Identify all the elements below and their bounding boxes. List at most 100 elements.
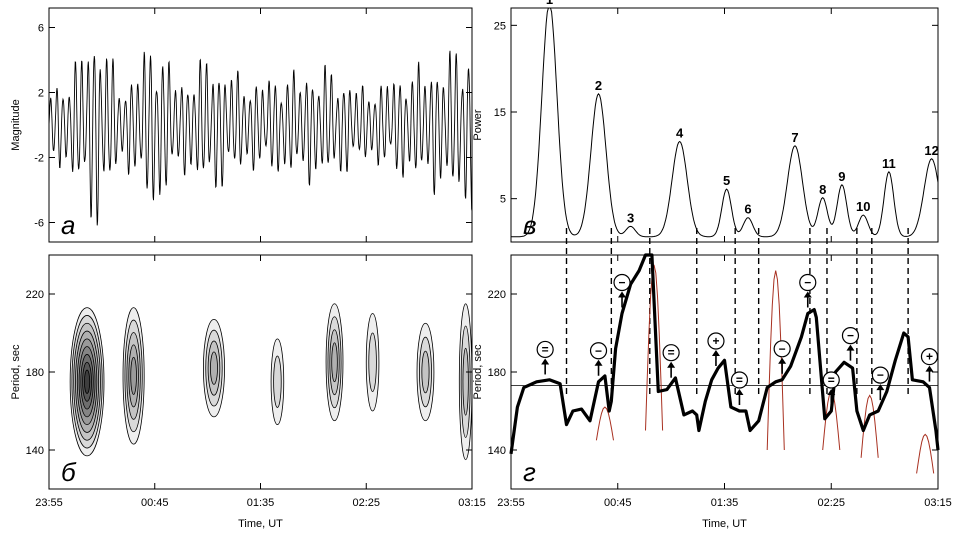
panel-v-power-spectrum-chart: 25155Power123456789101112в [472, 0, 939, 395]
marker-circle [662, 344, 680, 362]
marker-arrow-head [618, 291, 627, 298]
marker-arrow-head [925, 365, 934, 372]
marker-arrow-head [803, 291, 812, 298]
marker-symbol: − [595, 344, 602, 358]
y-tick-label: 180 [488, 367, 506, 379]
x-tick-label: 03:15 [458, 497, 486, 509]
peak-label: 10 [856, 199, 870, 214]
y-tick-label: 15 [494, 107, 506, 119]
secondary-trace-line [916, 433, 935, 474]
marker-symbol: + [712, 334, 719, 348]
panel-b-period-contour-chart: 220 180 140 23:55 00:45 01:35 02:25 03:15 Period… [10, 254, 486, 530]
panel-g-period-track-chart: 220 180 140 23:55 00:45 01:35 02:25 03:15 Period… [472, 253, 952, 530]
marker-symbol: − [619, 276, 626, 290]
marker-circle [613, 273, 631, 292]
marker-symbol: = [542, 342, 549, 356]
marker-arrow-head [735, 389, 744, 395]
peak-label: 7 [791, 130, 798, 145]
y-tick-label: 180 [26, 367, 44, 379]
contour-level [273, 355, 282, 408]
peak-label: 11 [882, 156, 896, 171]
marker-arrow-head [846, 344, 855, 351]
peak-label: 9 [838, 169, 845, 184]
y-tick-label: 5 [500, 194, 506, 206]
secondary-trace-line [645, 264, 664, 431]
y-tick-label: -6 [34, 218, 44, 230]
marker-circle [871, 366, 889, 384]
y-tick-label: 140 [488, 445, 506, 457]
y-axis-label: Period, sec [472, 344, 484, 400]
marker-arrow-head [541, 358, 550, 365]
marker-arrow-head [827, 389, 836, 395]
marker-circle [707, 332, 725, 350]
y-axis-label: Period, sec [10, 344, 22, 400]
contour-level [331, 342, 338, 383]
peak-label: 4 [676, 125, 684, 140]
contour-level [83, 369, 91, 394]
contour-level [210, 351, 218, 385]
plot-frame [48, 7, 473, 243]
contour-level [421, 350, 430, 394]
contour-level [130, 356, 137, 395]
marker-circle [822, 371, 840, 389]
y-tick-label: -2 [34, 153, 44, 165]
contour-group [69, 303, 472, 461]
marker-symbol: = [828, 373, 835, 387]
period-track-line [509, 253, 940, 455]
marker-arrow-head [778, 357, 787, 364]
peak-label: 12 [924, 143, 938, 158]
marker-symbol: − [804, 276, 811, 290]
contour-level [462, 347, 469, 416]
x-tick-label: 00:45 [604, 497, 632, 509]
marker-symbol: + [926, 350, 933, 364]
x-tick-label: 23:55 [497, 497, 525, 509]
y-tick-label: 220 [488, 289, 506, 301]
peak-label: 6 [744, 202, 751, 217]
marker-arrow-head [876, 384, 885, 391]
x-tick-label: 23:55 [35, 497, 63, 509]
marker-symbol: − [877, 368, 884, 382]
marker-circle [536, 340, 554, 359]
panel-label-a: а [61, 210, 75, 240]
x-tick-label: 00:45 [141, 497, 169, 509]
x-axis-label: Time, UT [238, 518, 283, 530]
plot-frame [48, 254, 473, 490]
peak-label: 3 [627, 210, 634, 225]
panel-label-g: г [523, 457, 536, 487]
panel-label-b: б [61, 457, 77, 487]
y-tick-label: 140 [26, 445, 44, 457]
x-tick-label: 01:35 [247, 497, 275, 509]
x-tick-label: 02:25 [817, 497, 845, 509]
peak-label: 2 [595, 78, 602, 93]
marker-symbol: = [736, 373, 743, 387]
plot-frame [510, 7, 939, 243]
marker-symbol: − [779, 342, 786, 356]
peak-label: 1 [546, 0, 553, 7]
y-axis-label: Power [472, 109, 484, 141]
y-tick-label: 6 [38, 23, 44, 35]
marker-arrow-head [667, 361, 676, 368]
marker-circle [589, 342, 608, 360]
x-axis-label: Time, UT [702, 518, 747, 530]
x-tick-label: 02:25 [352, 497, 380, 509]
contour-level [368, 332, 377, 392]
marker-circle [841, 327, 860, 345]
marker-circle [920, 348, 939, 366]
marker-symbol: − [847, 329, 854, 343]
magnitude-series-line [48, 50, 473, 226]
panel-a-magnitude-chart: 6 2 -2 -6 Magnitude а [10, 7, 473, 243]
x-tick-label: 03:15 [924, 497, 952, 509]
marker-symbol: = [668, 346, 675, 360]
marker-circle [799, 273, 817, 292]
marker-arrow-head [711, 350, 720, 356]
x-tick-label: 01:35 [711, 497, 739, 509]
peak-label: 5 [723, 173, 730, 188]
y-tick-label: 2 [38, 88, 44, 100]
panel-label-v: в [523, 210, 537, 240]
power-spectrum-line [511, 7, 939, 238]
y-tick-label: 220 [26, 289, 44, 301]
secondary-trace-line [595, 406, 614, 441]
peak-label: 8 [819, 182, 826, 197]
marker-circle [730, 371, 749, 389]
